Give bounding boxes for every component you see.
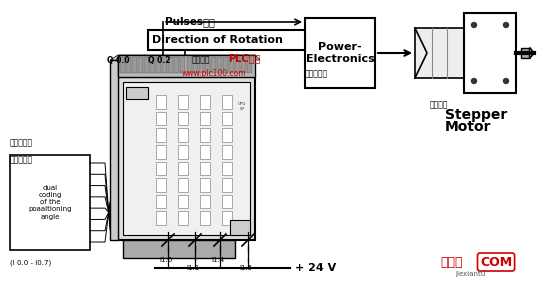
- Bar: [205, 57, 210, 73]
- Bar: [144, 57, 149, 73]
- Text: 功率驱动器: 功率驱动器: [305, 69, 328, 79]
- Bar: [235, 57, 240, 73]
- Bar: [200, 195, 210, 208]
- Bar: [126, 57, 131, 73]
- Bar: [222, 178, 232, 192]
- Bar: [178, 195, 188, 208]
- Bar: [163, 57, 168, 73]
- Bar: [180, 57, 185, 73]
- Bar: [178, 162, 188, 175]
- Bar: [200, 95, 210, 108]
- Text: 脉冲: 脉冲: [200, 17, 215, 27]
- Bar: [168, 57, 174, 73]
- Bar: [178, 211, 188, 225]
- Text: 步进电机: 步进电机: [430, 100, 448, 110]
- Circle shape: [503, 79, 509, 84]
- Bar: [200, 162, 210, 175]
- Text: 接线图: 接线图: [440, 255, 462, 269]
- Text: dual
coding
of the
poaaltioning
angle: dual coding of the poaaltioning angle: [28, 185, 72, 220]
- Bar: [156, 211, 166, 225]
- Text: Pulses: Pulses: [165, 17, 203, 27]
- Bar: [200, 112, 210, 125]
- Text: jiexiantu: jiexiantu: [455, 271, 485, 277]
- Bar: [110, 60, 118, 240]
- Bar: [148, 30, 305, 50]
- Text: (I 0.0 - I0.7): (I 0.0 - I0.7): [10, 260, 51, 267]
- Bar: [200, 178, 210, 192]
- Bar: [415, 28, 464, 78]
- Bar: [156, 95, 166, 108]
- Text: + 24 V: + 24 V: [295, 263, 336, 273]
- Bar: [120, 57, 125, 73]
- Bar: [223, 57, 228, 73]
- Bar: [217, 57, 222, 73]
- Bar: [241, 57, 246, 73]
- Bar: [230, 220, 250, 235]
- Bar: [156, 178, 166, 192]
- Text: I1.1: I1.1: [186, 265, 200, 271]
- Bar: [200, 211, 210, 225]
- Bar: [200, 145, 210, 158]
- Bar: [123, 82, 250, 235]
- Text: 定位控制角: 定位控制角: [10, 138, 33, 147]
- Text: www.plc100.com: www.plc100.com: [182, 69, 247, 79]
- Bar: [10, 155, 90, 250]
- Bar: [222, 95, 232, 108]
- Bar: [222, 145, 232, 158]
- Polygon shape: [110, 55, 260, 60]
- Bar: [200, 128, 210, 142]
- Bar: [178, 112, 188, 125]
- Bar: [192, 57, 197, 73]
- Bar: [222, 162, 232, 175]
- Bar: [138, 57, 143, 73]
- Bar: [156, 112, 166, 125]
- Text: Q 0.0: Q 0.0: [107, 55, 129, 65]
- Bar: [174, 57, 180, 73]
- Bar: [156, 57, 161, 73]
- Text: Q 0.2: Q 0.2: [148, 55, 170, 65]
- Bar: [186, 57, 191, 73]
- Text: COM: COM: [480, 255, 512, 269]
- Text: Power-
Electronics: Power- Electronics: [306, 42, 374, 64]
- Bar: [132, 57, 137, 73]
- Bar: [222, 112, 232, 125]
- Circle shape: [472, 79, 477, 84]
- Bar: [156, 162, 166, 175]
- Circle shape: [472, 22, 477, 28]
- Bar: [123, 240, 235, 258]
- Bar: [118, 55, 255, 77]
- Text: Stepper: Stepper: [445, 108, 507, 122]
- Text: PLC之家: PLC之家: [228, 53, 260, 63]
- Bar: [229, 57, 234, 73]
- Bar: [126, 87, 148, 99]
- Bar: [521, 48, 529, 58]
- Circle shape: [503, 22, 509, 28]
- Text: I1.4: I1.4: [211, 257, 225, 263]
- Text: I1.5: I1.5: [239, 265, 253, 271]
- Bar: [222, 128, 232, 142]
- Bar: [211, 57, 216, 73]
- Bar: [178, 178, 188, 192]
- Bar: [156, 195, 166, 208]
- Bar: [118, 77, 255, 240]
- Bar: [156, 128, 166, 142]
- Text: Motor: Motor: [445, 120, 492, 134]
- Bar: [178, 145, 188, 158]
- Bar: [464, 13, 516, 93]
- Bar: [305, 18, 375, 88]
- Bar: [150, 57, 155, 73]
- Bar: [156, 145, 166, 158]
- Bar: [222, 211, 232, 225]
- Text: 度的对偶码: 度的对偶码: [10, 155, 33, 164]
- Text: 旋转方向: 旋转方向: [192, 55, 211, 65]
- Bar: [247, 57, 252, 73]
- Text: Direction of Rotation: Direction of Rotation: [152, 35, 283, 45]
- Bar: [178, 95, 188, 108]
- Text: CPU
S7: CPU S7: [238, 102, 246, 110]
- Bar: [222, 195, 232, 208]
- Bar: [178, 128, 188, 142]
- Text: I1.0: I1.0: [159, 257, 173, 263]
- Bar: [199, 57, 204, 73]
